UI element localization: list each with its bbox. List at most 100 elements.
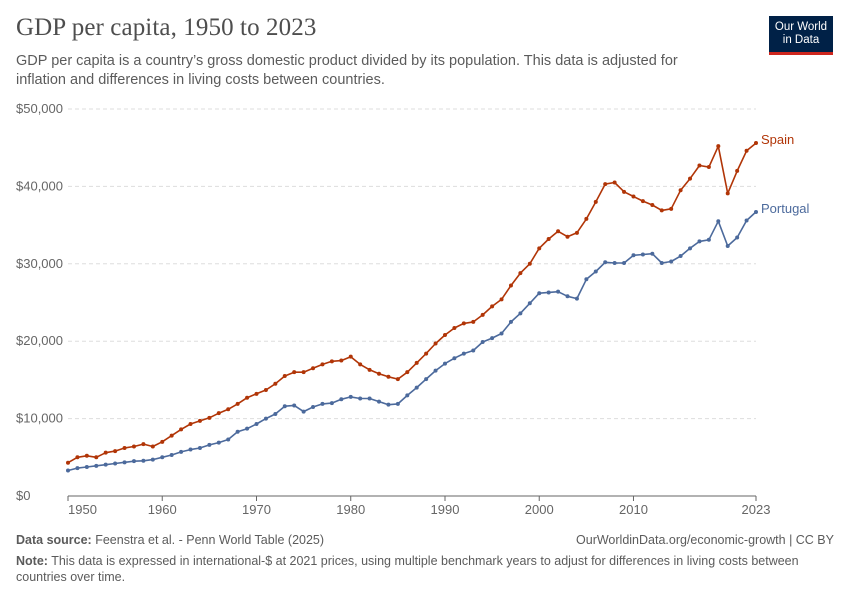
data-point-spain[interactable] [508, 283, 513, 288]
data-point-portugal[interactable] [122, 460, 127, 465]
data-point-spain[interactable] [377, 371, 382, 376]
owid-logo[interactable]: Our World in Data [769, 16, 833, 55]
data-point-portugal[interactable] [433, 368, 438, 373]
data-point-portugal[interactable] [640, 252, 645, 257]
data-point-portugal[interactable] [395, 401, 400, 406]
data-point-portugal[interactable] [282, 404, 287, 409]
data-point-spain[interactable] [631, 194, 636, 199]
data-point-spain[interactable] [754, 141, 758, 146]
data-point-portugal[interactable] [546, 290, 551, 295]
data-point-spain[interactable] [706, 165, 711, 170]
data-point-portugal[interactable] [697, 239, 702, 244]
data-point-portugal[interactable] [603, 260, 608, 265]
data-point-spain[interactable] [292, 370, 297, 375]
data-point-portugal[interactable] [669, 259, 674, 264]
data-point-spain[interactable] [650, 202, 655, 207]
data-point-portugal[interactable] [574, 296, 579, 301]
data-point-spain[interactable] [697, 163, 702, 168]
data-point-spain[interactable] [141, 442, 146, 447]
data-point-portugal[interactable] [471, 348, 476, 353]
data-point-portugal[interactable] [735, 235, 740, 240]
data-point-portugal[interactable] [339, 397, 344, 402]
data-point-spain[interactable] [424, 351, 429, 356]
data-point-spain[interactable] [640, 199, 645, 204]
data-point-spain[interactable] [84, 453, 89, 458]
data-point-portugal[interactable] [235, 429, 240, 434]
data-point-spain[interactable] [122, 446, 127, 451]
data-point-spain[interactable] [188, 422, 193, 427]
data-point-spain[interactable] [556, 229, 561, 234]
data-point-spain[interactable] [301, 370, 306, 375]
data-point-spain[interactable] [254, 391, 259, 396]
data-point-spain[interactable] [518, 271, 523, 276]
data-point-spain[interactable] [537, 246, 542, 251]
data-point-portugal[interactable] [150, 457, 155, 462]
data-source-link[interactable]: Feenstra et al. - Penn World Table (2025… [95, 533, 325, 547]
data-point-spain[interactable] [367, 367, 372, 372]
data-point-spain[interactable] [471, 319, 476, 324]
data-point-portugal[interactable] [584, 277, 589, 282]
data-point-portugal[interactable] [263, 416, 268, 421]
data-point-spain[interactable] [348, 354, 353, 359]
data-point-spain[interactable] [207, 415, 212, 420]
data-point-spain[interactable] [169, 433, 174, 438]
data-point-portugal[interactable] [424, 377, 429, 382]
data-point-spain[interactable] [527, 261, 532, 266]
data-point-portugal[interactable] [754, 209, 758, 214]
data-point-portugal[interactable] [273, 411, 278, 416]
data-point-spain[interactable] [339, 358, 344, 363]
data-point-spain[interactable] [311, 366, 316, 371]
data-point-portugal[interactable] [245, 426, 250, 431]
data-point-spain[interactable] [584, 216, 589, 221]
data-point-portugal[interactable] [358, 396, 363, 401]
data-point-spain[interactable] [546, 237, 551, 242]
data-point-spain[interactable] [263, 387, 268, 392]
data-point-portugal[interactable] [414, 385, 419, 390]
data-point-spain[interactable] [245, 395, 250, 400]
data-point-spain[interactable] [358, 362, 363, 367]
data-point-portugal[interactable] [480, 339, 485, 344]
data-point-portugal[interactable] [292, 403, 297, 408]
data-point-portugal[interactable] [565, 294, 570, 299]
data-point-portugal[interactable] [716, 219, 721, 224]
data-point-spain[interactable] [433, 341, 438, 346]
data-point-portugal[interactable] [301, 409, 306, 414]
data-point-spain[interactable] [329, 359, 334, 364]
data-point-portugal[interactable] [622, 261, 627, 266]
data-point-spain[interactable] [735, 168, 740, 173]
data-point-spain[interactable] [574, 230, 579, 235]
data-point-portugal[interactable] [94, 463, 99, 468]
data-point-spain[interactable] [150, 444, 155, 449]
data-point-portugal[interactable] [744, 218, 749, 223]
data-point-spain[interactable] [678, 188, 683, 193]
data-point-portugal[interactable] [113, 461, 118, 466]
data-point-portugal[interactable] [659, 261, 664, 266]
data-point-portugal[interactable] [442, 361, 447, 366]
data-point-spain[interactable] [395, 377, 400, 382]
data-point-portugal[interactable] [66, 468, 70, 473]
data-point-portugal[interactable] [348, 394, 353, 399]
data-point-spain[interactable] [490, 304, 495, 309]
data-point-portugal[interactable] [386, 402, 391, 407]
data-point-spain[interactable] [688, 176, 693, 181]
series-line-spain[interactable] [67, 142, 757, 464]
data-point-spain[interactable] [452, 326, 457, 331]
data-point-spain[interactable] [386, 374, 391, 379]
data-point-spain[interactable] [659, 208, 664, 213]
data-point-spain[interactable] [612, 180, 617, 185]
data-point-portugal[interactable] [706, 237, 711, 242]
data-point-portugal[interactable] [452, 356, 457, 361]
data-point-portugal[interactable] [160, 455, 165, 460]
data-point-portugal[interactable] [103, 462, 108, 467]
data-point-spain[interactable] [320, 362, 325, 367]
data-point-spain[interactable] [716, 144, 721, 149]
data-point-portugal[interactable] [179, 449, 184, 454]
data-point-portugal[interactable] [188, 447, 193, 452]
data-point-portugal[interactable] [320, 401, 325, 406]
data-point-spain[interactable] [197, 418, 202, 423]
data-point-portugal[interactable] [377, 399, 382, 404]
data-point-portugal[interactable] [508, 319, 513, 324]
data-point-portugal[interactable] [254, 422, 259, 427]
data-point-portugal[interactable] [518, 311, 523, 316]
data-point-spain[interactable] [461, 321, 466, 326]
